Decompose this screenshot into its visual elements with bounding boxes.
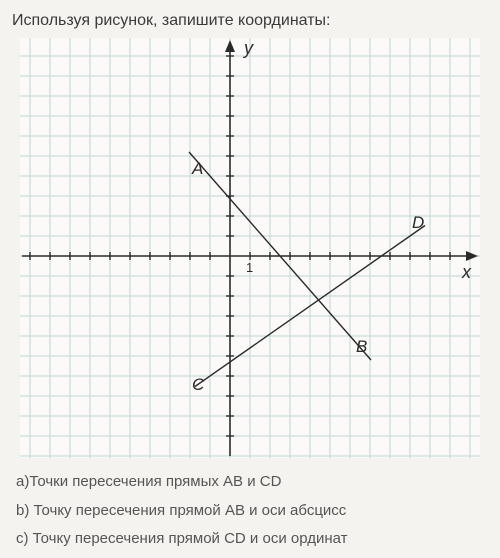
svg-text:x: x [461,262,472,282]
question-c: с) Точку пересечения прямой CD и оси орд… [16,525,488,554]
svg-text:A: A [191,159,203,178]
coordinate-chart: y x 1 A B C D [20,38,480,458]
chart-svg: y x 1 A B C D [20,38,480,458]
question-a: а)Точки пересечения прямых АВ и CD [16,468,488,497]
svg-text:B: B [356,337,367,356]
svg-text:D: D [412,213,424,232]
svg-text:C: C [192,375,205,394]
question-b: b) Точку пересечения прямой АВ и оси абс… [16,497,488,526]
svg-text:1: 1 [246,260,253,275]
questions-block: а)Точки пересечения прямых АВ и CD b) То… [12,468,488,554]
task-title: Используя рисунок, запишите координаты: [12,12,488,30]
svg-text:y: y [242,38,254,58]
